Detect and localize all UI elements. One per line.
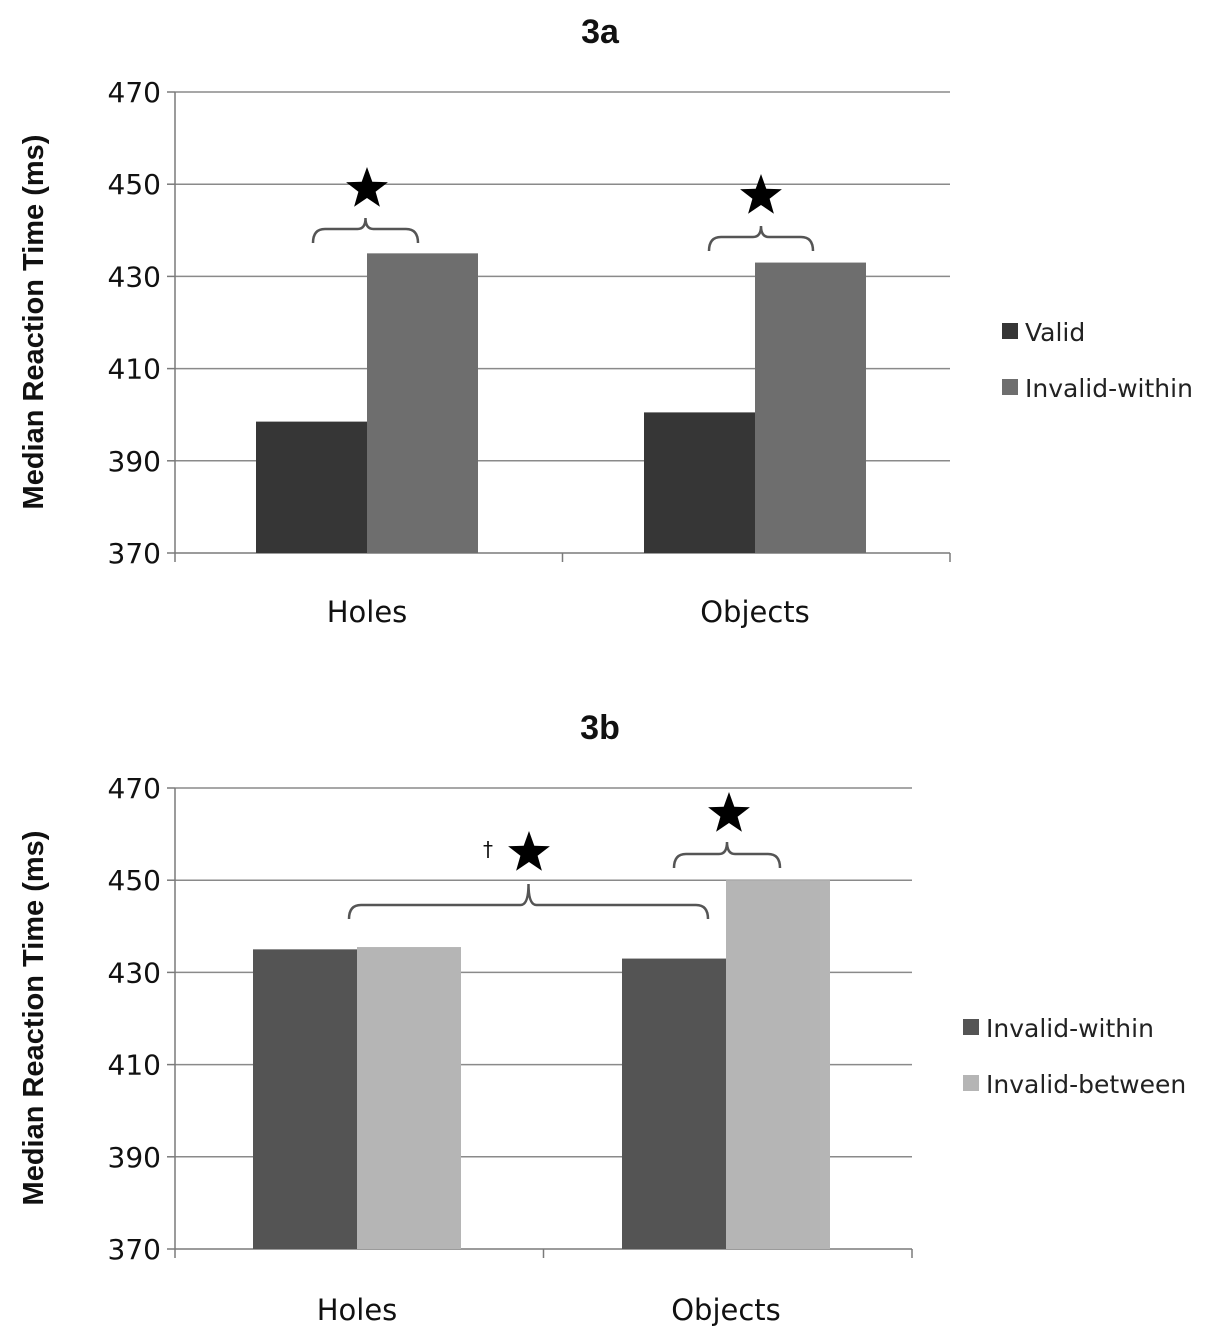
x-category-label: Holes bbox=[327, 595, 408, 629]
significance-brace bbox=[707, 225, 815, 252]
legend-swatch bbox=[1002, 379, 1018, 395]
x-category-label: Holes bbox=[317, 1293, 398, 1327]
y-axis-label: Median Reaction Time (ms) bbox=[18, 135, 50, 510]
y-tick-label: 450 bbox=[108, 168, 161, 201]
bar-valid-objects bbox=[644, 412, 755, 553]
y-tick-label: 410 bbox=[108, 353, 161, 386]
significance-star-icon bbox=[346, 167, 388, 207]
x-category-label: Objects bbox=[671, 1293, 781, 1327]
significance-star-icon bbox=[740, 174, 782, 214]
bar-invalid-within-holes bbox=[367, 253, 478, 553]
significance-brace bbox=[672, 841, 782, 869]
y-tick-label: 390 bbox=[108, 1141, 161, 1174]
y-tick-label: 370 bbox=[108, 537, 161, 570]
chart-3a: 3a 370 390 410 430 450 470 Median Reaction Time… bbox=[18, 13, 1193, 629]
dagger-mark: † bbox=[483, 837, 493, 861]
y-axis-label: Median Reaction Time (ms) bbox=[18, 831, 50, 1206]
y-tick-label: 430 bbox=[108, 956, 161, 989]
x-category-label: Objects bbox=[700, 595, 810, 629]
chart-title: 3b bbox=[580, 709, 620, 747]
y-tick-label: 370 bbox=[108, 1233, 161, 1266]
chart-title: 3a bbox=[581, 13, 620, 51]
legend-label: Invalid-within bbox=[1025, 374, 1193, 403]
significance-star-icon bbox=[708, 792, 750, 832]
legend-label: Invalid-between bbox=[986, 1070, 1186, 1099]
chart-3b: 3b 370 390 410 430 450 470 Median Reaction Time… bbox=[18, 709, 1186, 1327]
significance-brace bbox=[311, 217, 420, 244]
legend-swatch bbox=[963, 1075, 979, 1091]
bar-invalid-within-objects bbox=[755, 262, 866, 553]
y-tick-label: 470 bbox=[108, 76, 161, 109]
legend-swatch bbox=[963, 1019, 979, 1035]
y-tick-label: 390 bbox=[108, 445, 161, 478]
bar-invalid-between-holes bbox=[357, 947, 461, 1249]
significance-brace bbox=[347, 883, 710, 920]
bar-invalid-within-objects bbox=[622, 958, 726, 1249]
legend-label: Valid bbox=[1025, 318, 1085, 347]
legend-swatch bbox=[1002, 323, 1018, 339]
bar-invalid-between-objects bbox=[726, 880, 830, 1249]
significance-star-icon bbox=[508, 831, 550, 871]
bar-valid-holes bbox=[256, 421, 367, 553]
y-tick-label: 450 bbox=[108, 864, 161, 897]
bar-invalid-within-holes bbox=[253, 949, 357, 1249]
y-tick-label: 430 bbox=[108, 260, 161, 293]
y-tick-label: 470 bbox=[108, 772, 161, 805]
y-tick-label: 410 bbox=[108, 1049, 161, 1082]
legend-label: Invalid-within bbox=[986, 1014, 1154, 1043]
